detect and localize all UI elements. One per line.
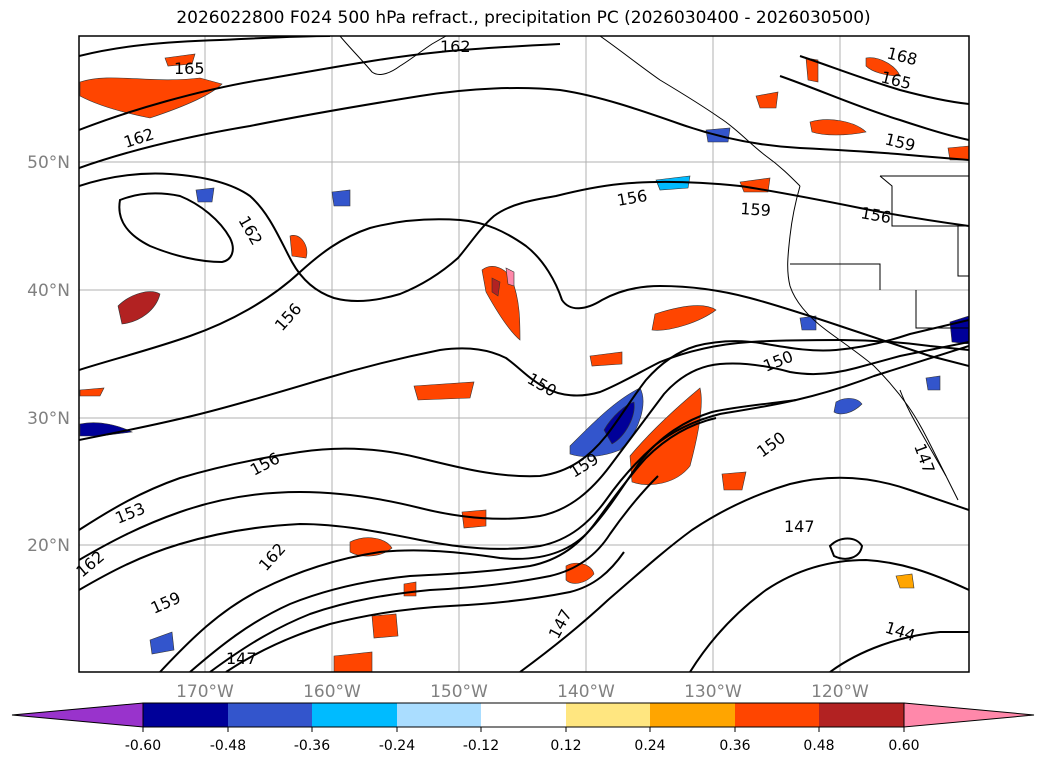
contour-line [118, 192, 234, 264]
colorbar-tick-label: 0.36 [719, 738, 750, 754]
contour-lines [79, 36, 969, 672]
precip-patch [79, 387, 105, 397]
colorbar-tick-label: -0.36 [294, 738, 330, 754]
contour-line [79, 43, 561, 131]
latitude-labels: 50°N 40°N 30°N 20°N [27, 153, 70, 556]
contour-line [159, 399, 797, 672]
colorbar-swatch [650, 703, 735, 727]
precip-patch [655, 175, 691, 191]
precip-patch [651, 305, 717, 331]
colorbar: -0.60 -0.48 -0.36 -0.24 -0.12 0.12 0.24 … [11, 702, 1035, 754]
map-frame [78, 35, 970, 673]
precip-patch [331, 189, 351, 207]
colorbar-tick-label: -0.48 [210, 738, 246, 754]
precip-patch [461, 509, 487, 529]
contour-line [79, 87, 969, 169]
contour-line [225, 551, 625, 672]
map-title: 2026022800 F024 500 hPa refract., precip… [176, 8, 871, 28]
colorbar-swatch [312, 703, 397, 727]
coastline-bc [599, 36, 801, 187]
precip-patch [809, 119, 867, 136]
colorbar-extend-high [903, 702, 1035, 728]
lon-label-170w: 170°W [176, 682, 234, 702]
contour-line [79, 338, 969, 441]
precip-patch [805, 57, 819, 83]
precip-patch [895, 573, 915, 589]
contour-label: 147 [784, 517, 815, 536]
colorbar-extend-low [11, 702, 144, 728]
colorbar-swatch [819, 703, 904, 727]
precip-patch [333, 651, 373, 672]
contour-line [829, 631, 969, 672]
contour-line [779, 75, 969, 141]
precip-patch [833, 398, 863, 415]
colorbar-swatch [735, 703, 819, 727]
contour-line [189, 417, 717, 672]
contour-line [79, 319, 969, 531]
precip-patch [413, 381, 475, 401]
precip-patch [721, 471, 747, 491]
precip-patch [505, 267, 515, 287]
lon-label-130w: 130°W [684, 682, 742, 702]
colorbar-swatch [481, 703, 566, 727]
precip-patch [569, 387, 644, 457]
contour-line [689, 558, 969, 672]
contour-line [209, 475, 659, 672]
coastline-alaska [339, 36, 447, 75]
precip-patch [117, 291, 161, 325]
precip-patch [79, 77, 223, 119]
precip-patch [149, 631, 175, 655]
longitude-labels: 170°W 160°W 150°W 140°W 130°W 120°W [176, 682, 869, 702]
contour-label: 165 [174, 59, 205, 78]
precip-patch [947, 145, 969, 161]
colorbar-swatch [566, 703, 650, 727]
precip-patch [739, 177, 771, 193]
colorbar-tick-label: 0.60 [888, 738, 919, 754]
border-states [790, 175, 969, 329]
contour-line [828, 537, 864, 560]
precip-patch [164, 53, 196, 67]
precip-patch [491, 277, 501, 297]
precip-patch [755, 91, 779, 109]
colorbar-tick-label: 0.12 [550, 738, 581, 754]
contour-line [519, 476, 969, 672]
colorbar-tick-label: -0.12 [463, 738, 499, 754]
colorbar-tick-label: 0.24 [634, 738, 665, 754]
precip-patch [865, 57, 901, 77]
lon-label-150w: 150°W [430, 682, 488, 702]
precip-patch [925, 375, 941, 391]
precip-patch [371, 613, 399, 639]
lat-label-20n: 20°N [27, 536, 70, 556]
precip-patch [403, 581, 417, 597]
contour-line [799, 55, 969, 105]
gridlines [79, 36, 969, 672]
lon-label-140w: 140°W [557, 682, 615, 702]
colorbar-swatch [228, 703, 312, 727]
lat-label-50n: 50°N [27, 153, 70, 173]
contour-label: 162 [440, 37, 471, 56]
contour-line [79, 341, 969, 561]
lon-label-120w: 120°W [811, 682, 869, 702]
colorbar-tick-label: -0.60 [125, 738, 161, 754]
colorbar-tick-label: -0.24 [379, 738, 415, 754]
lat-label-40n: 40°N [27, 281, 70, 301]
colorbar-swatch [143, 703, 228, 727]
precip-patch [195, 187, 215, 203]
precip-patch [289, 235, 308, 259]
contour-line [79, 172, 969, 302]
contour-line [79, 345, 969, 591]
contour-line [79, 218, 969, 371]
coastline-baja [899, 389, 947, 477]
lon-label-160w: 160°W [303, 682, 361, 702]
precip-patch [589, 351, 623, 367]
contour-label: 147 [226, 649, 257, 668]
colorbar-swatch [397, 703, 481, 727]
contour-labels: 165 162 162 168 165 159 162 156 159 156 … [72, 37, 938, 668]
lat-label-30n: 30°N [27, 409, 70, 429]
precip-patch [603, 401, 635, 445]
colorbar-tick-label: 0.48 [803, 738, 834, 754]
contour-label: 159 [740, 199, 772, 220]
